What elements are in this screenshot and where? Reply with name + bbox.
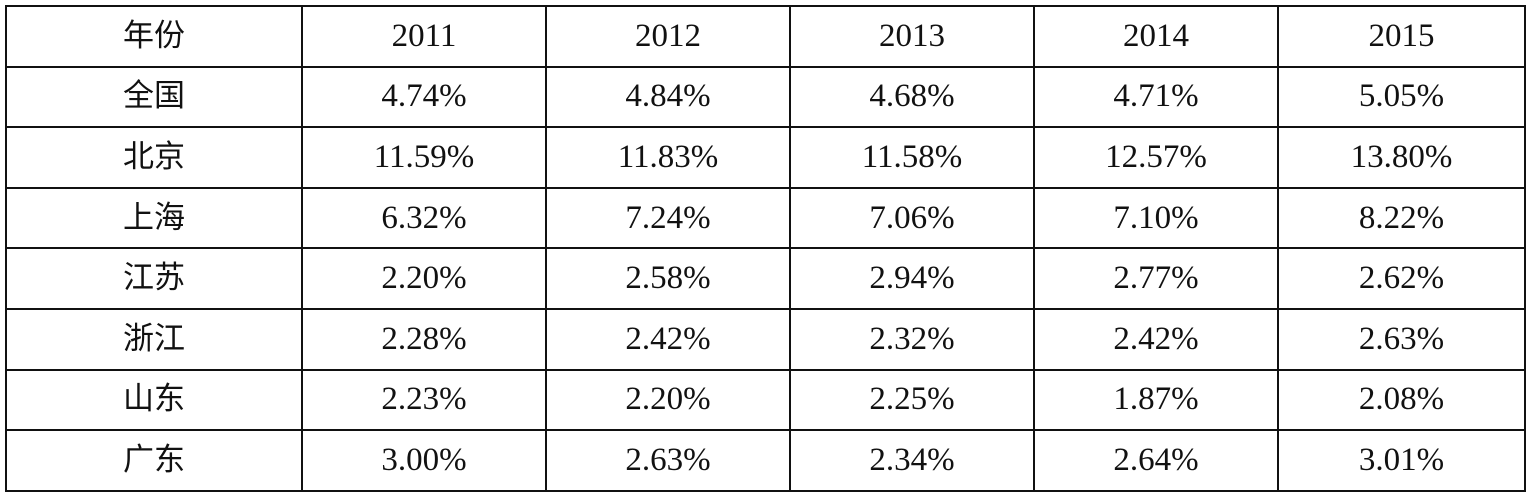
table-cell: 2.23% <box>301 368 547 432</box>
table-cell: 2.77% <box>1033 247 1279 310</box>
table-cell: 4.71% <box>1033 65 1279 129</box>
table-cell: 2.42% <box>1033 307 1279 371</box>
table-cell: 8.22% <box>1277 186 1526 250</box>
table-header-row: 年份 2011 2012 2013 2014 2015 <box>5 5 1526 68</box>
table-cell: 4.68% <box>789 65 1035 129</box>
table-row: 全国 4.74% 4.84% 4.68% 4.71% 5.05% <box>5 65 1526 129</box>
table-cell: 2.62% <box>1277 247 1526 310</box>
row-label: 广东 <box>5 429 303 492</box>
table-row: 浙江 2.28% 2.42% 2.32% 2.42% 2.63% <box>5 307 1526 371</box>
table-row: 上海 6.32% 7.24% 7.06% 7.10% 8.22% <box>5 186 1526 250</box>
table-row: 广东 3.00% 2.63% 2.34% 2.64% 3.01% <box>5 429 1526 492</box>
data-table: 年份 2011 2012 2013 2014 2015 全国 4.74% 4.8… <box>5 5 1526 492</box>
table-cell: 2.63% <box>545 429 791 492</box>
table-cell: 2.20% <box>545 368 791 432</box>
table-cell: 5.05% <box>1277 65 1526 129</box>
table-cell: 2.34% <box>789 429 1035 492</box>
row-label: 山东 <box>5 368 303 432</box>
table-cell: 12.57% <box>1033 126 1279 189</box>
table-cell: 3.00% <box>301 429 547 492</box>
table-header-cell: 2013 <box>789 5 1035 68</box>
table-cell: 2.25% <box>789 368 1035 432</box>
table-cell: 2.28% <box>301 307 547 371</box>
table-cell: 7.10% <box>1033 186 1279 250</box>
table-cell: 2.20% <box>301 247 547 310</box>
table-cell: 3.01% <box>1277 429 1526 492</box>
table-cell: 2.63% <box>1277 307 1526 371</box>
table-cell: 7.24% <box>545 186 791 250</box>
row-label: 北京 <box>5 126 303 189</box>
row-label: 上海 <box>5 186 303 250</box>
table-cell: 4.84% <box>545 65 791 129</box>
table-cell: 11.83% <box>545 126 791 189</box>
table-cell: 11.59% <box>301 126 547 189</box>
table-header-cell: 2011 <box>301 5 547 68</box>
table-row: 北京 11.59% 11.83% 11.58% 12.57% 13.80% <box>5 126 1526 189</box>
table-cell: 2.58% <box>545 247 791 310</box>
table-cell: 2.08% <box>1277 368 1526 432</box>
table-row: 山东 2.23% 2.20% 2.25% 1.87% 2.08% <box>5 368 1526 432</box>
table-cell: 2.94% <box>789 247 1035 310</box>
table-cell: 2.32% <box>789 307 1035 371</box>
row-label: 江苏 <box>5 247 303 310</box>
row-label: 全国 <box>5 65 303 129</box>
table-header-cell: 2012 <box>545 5 791 68</box>
table-header-cell: 2014 <box>1033 5 1279 68</box>
table-cell: 6.32% <box>301 186 547 250</box>
table-header-cell: 2015 <box>1277 5 1526 68</box>
table-cell: 2.42% <box>545 307 791 371</box>
table-cell: 13.80% <box>1277 126 1526 189</box>
row-label: 浙江 <box>5 307 303 371</box>
table-cell: 11.58% <box>789 126 1035 189</box>
table-header-cell: 年份 <box>5 5 303 68</box>
table-cell: 2.64% <box>1033 429 1279 492</box>
table-cell: 1.87% <box>1033 368 1279 432</box>
table-cell: 4.74% <box>301 65 547 129</box>
table-row: 江苏 2.20% 2.58% 2.94% 2.77% 2.62% <box>5 247 1526 310</box>
table-cell: 7.06% <box>789 186 1035 250</box>
